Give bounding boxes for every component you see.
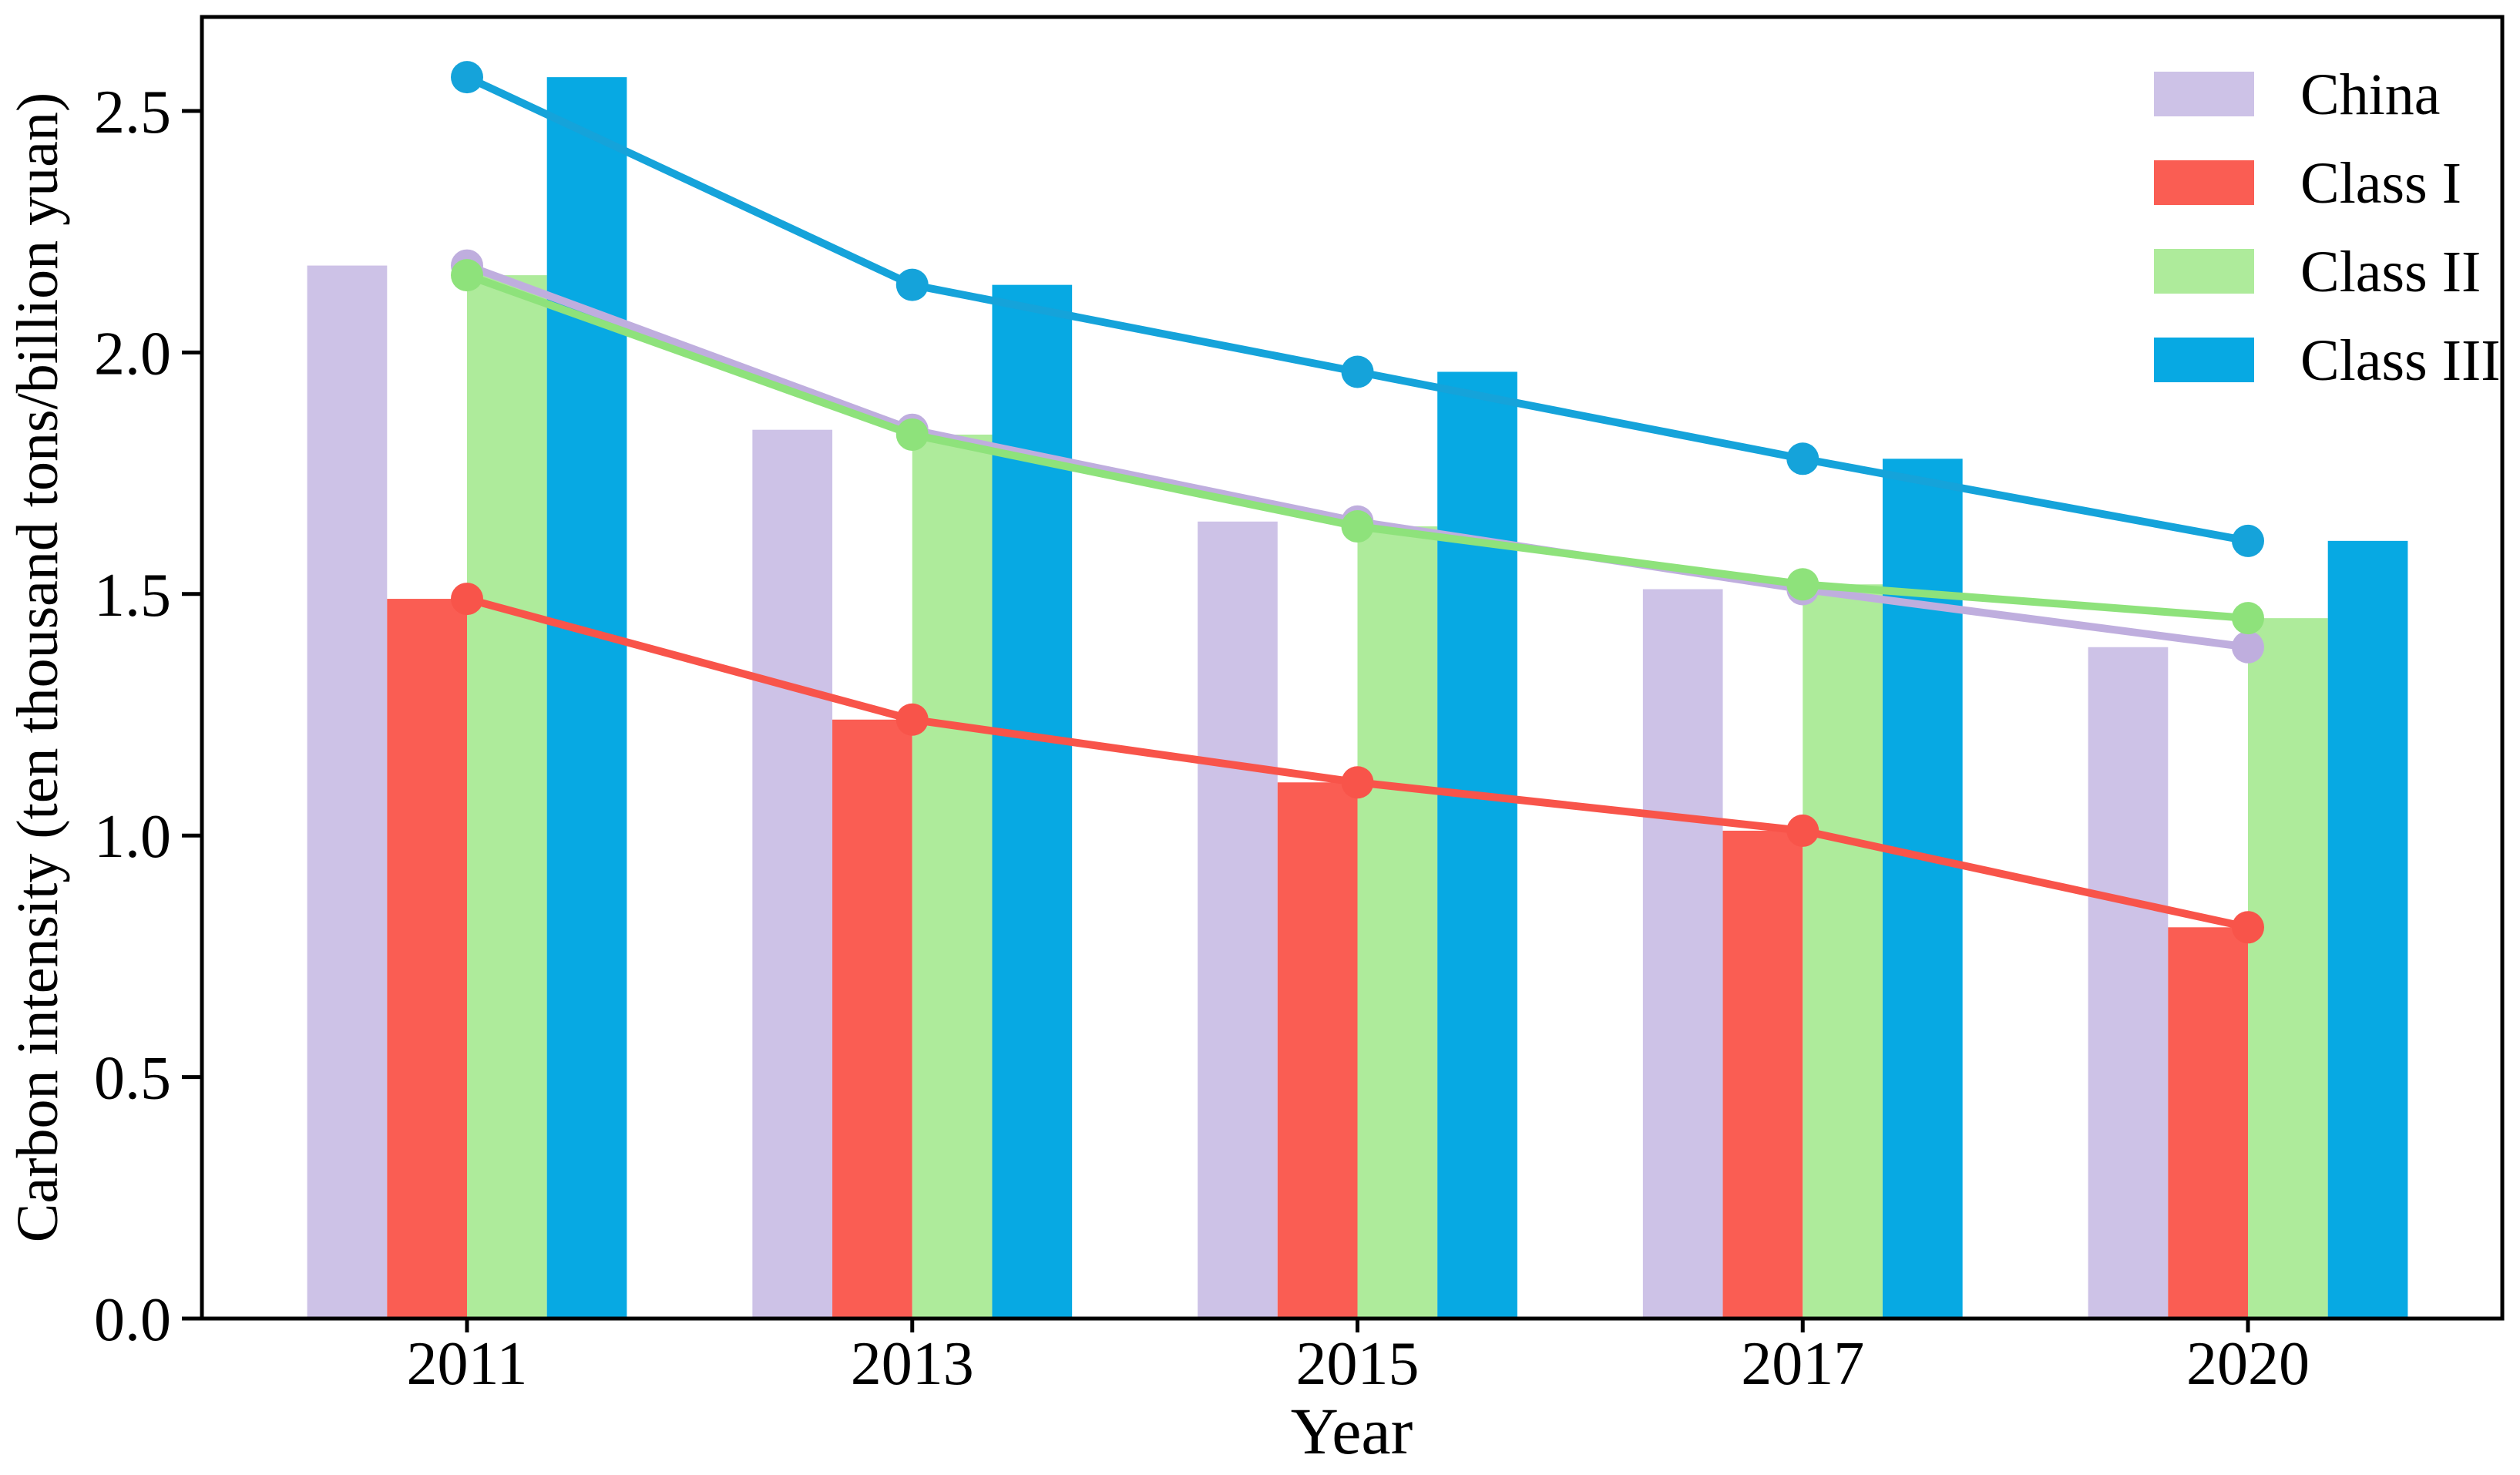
lines-layer — [451, 61, 2264, 944]
bar-class-i-2013 — [832, 719, 912, 1319]
marker-class-iii-2011 — [451, 61, 483, 94]
bar-class-i-2020 — [2168, 927, 2248, 1319]
bar-class-ii-2015 — [1357, 526, 1438, 1319]
legend-swatch-china — [2154, 72, 2254, 116]
axes-layer: 0.0 0.5 1.0 1.5 2.0 2.5 2011 2013 2015 2017 2020 — [94, 15, 2505, 1398]
marker-class-iii-2020 — [2232, 524, 2264, 557]
legend-label-china: China — [2300, 62, 2441, 127]
marker-class-ii-2015 — [1341, 510, 1374, 543]
x-axis-title: Year — [1291, 1394, 1413, 1468]
marker-class-i-2015 — [1341, 766, 1374, 799]
legend-label-class-iii: Class III — [2300, 328, 2501, 393]
line-class-iii — [463, 73, 2252, 545]
bar-class-iii-2013 — [992, 284, 1073, 1319]
legend-label-class-ii: Class II — [2300, 240, 2481, 304]
x-tick-label: 2017 — [1741, 1330, 1864, 1398]
y-tick-label: 0.5 — [94, 1045, 171, 1113]
y-tick-label: 2.5 — [94, 79, 171, 146]
bar-china-2017 — [1642, 589, 1723, 1319]
y-tick-label: 2.0 — [94, 320, 171, 388]
bar-class-ii-2011 — [467, 275, 547, 1319]
legend-swatch-class-i — [2154, 160, 2254, 205]
bars-layer — [307, 77, 2408, 1319]
marker-class-iii-2017 — [1786, 442, 1819, 475]
x-tick-label: 2013 — [851, 1330, 974, 1398]
bar-class-ii-2017 — [1803, 584, 1883, 1319]
legend-swatch-class-ii — [2154, 249, 2254, 294]
bar-class-iii-2015 — [1437, 371, 1517, 1319]
bar-china-2020 — [2088, 647, 2169, 1319]
y-axis-title: Carbon intensity (ten thousand tons/bill… — [5, 92, 70, 1242]
bar-china-2015 — [1198, 521, 1278, 1319]
legend: China Class I Class II Class III — [2154, 62, 2501, 393]
bar-class-iii-2011 — [546, 77, 627, 1319]
marker-class-i-2011 — [451, 583, 483, 616]
marker-class-iii-2013 — [895, 268, 929, 301]
bar-china-2011 — [307, 265, 388, 1319]
legend-swatch-class-iii — [2154, 338, 2254, 382]
y-tick-label: 0.0 — [94, 1286, 171, 1354]
bar-class-i-2011 — [387, 599, 467, 1319]
marker-class-ii-2017 — [1786, 568, 1819, 601]
bar-class-i-2017 — [1722, 830, 1803, 1319]
bar-class-i-2015 — [1277, 782, 1358, 1319]
plot-border — [200, 15, 2505, 1321]
marker-class-ii-2020 — [2232, 602, 2264, 635]
marker-class-ii-2011 — [451, 259, 483, 292]
bar-class-iii-2020 — [2327, 540, 2408, 1319]
x-tick-label: 2020 — [2186, 1330, 2310, 1398]
y-tick-label: 1.0 — [94, 803, 171, 871]
marker-china-2020 — [2232, 630, 2264, 664]
x-tick-label: 2011 — [406, 1330, 527, 1398]
bar-china-2013 — [752, 429, 833, 1319]
y-tick-label: 1.5 — [94, 562, 171, 630]
marker-class-i-2017 — [1786, 814, 1819, 847]
bar-class-ii-2013 — [912, 434, 993, 1319]
marker-class-ii-2013 — [895, 418, 929, 451]
marker-class-i-2020 — [2232, 911, 2264, 944]
x-tick-label: 2015 — [1296, 1330, 1420, 1398]
marker-class-i-2013 — [895, 703, 929, 736]
bar-class-ii-2020 — [2248, 618, 2328, 1319]
marker-class-iii-2015 — [1341, 355, 1374, 388]
legend-label-class-i: Class I — [2300, 151, 2461, 216]
